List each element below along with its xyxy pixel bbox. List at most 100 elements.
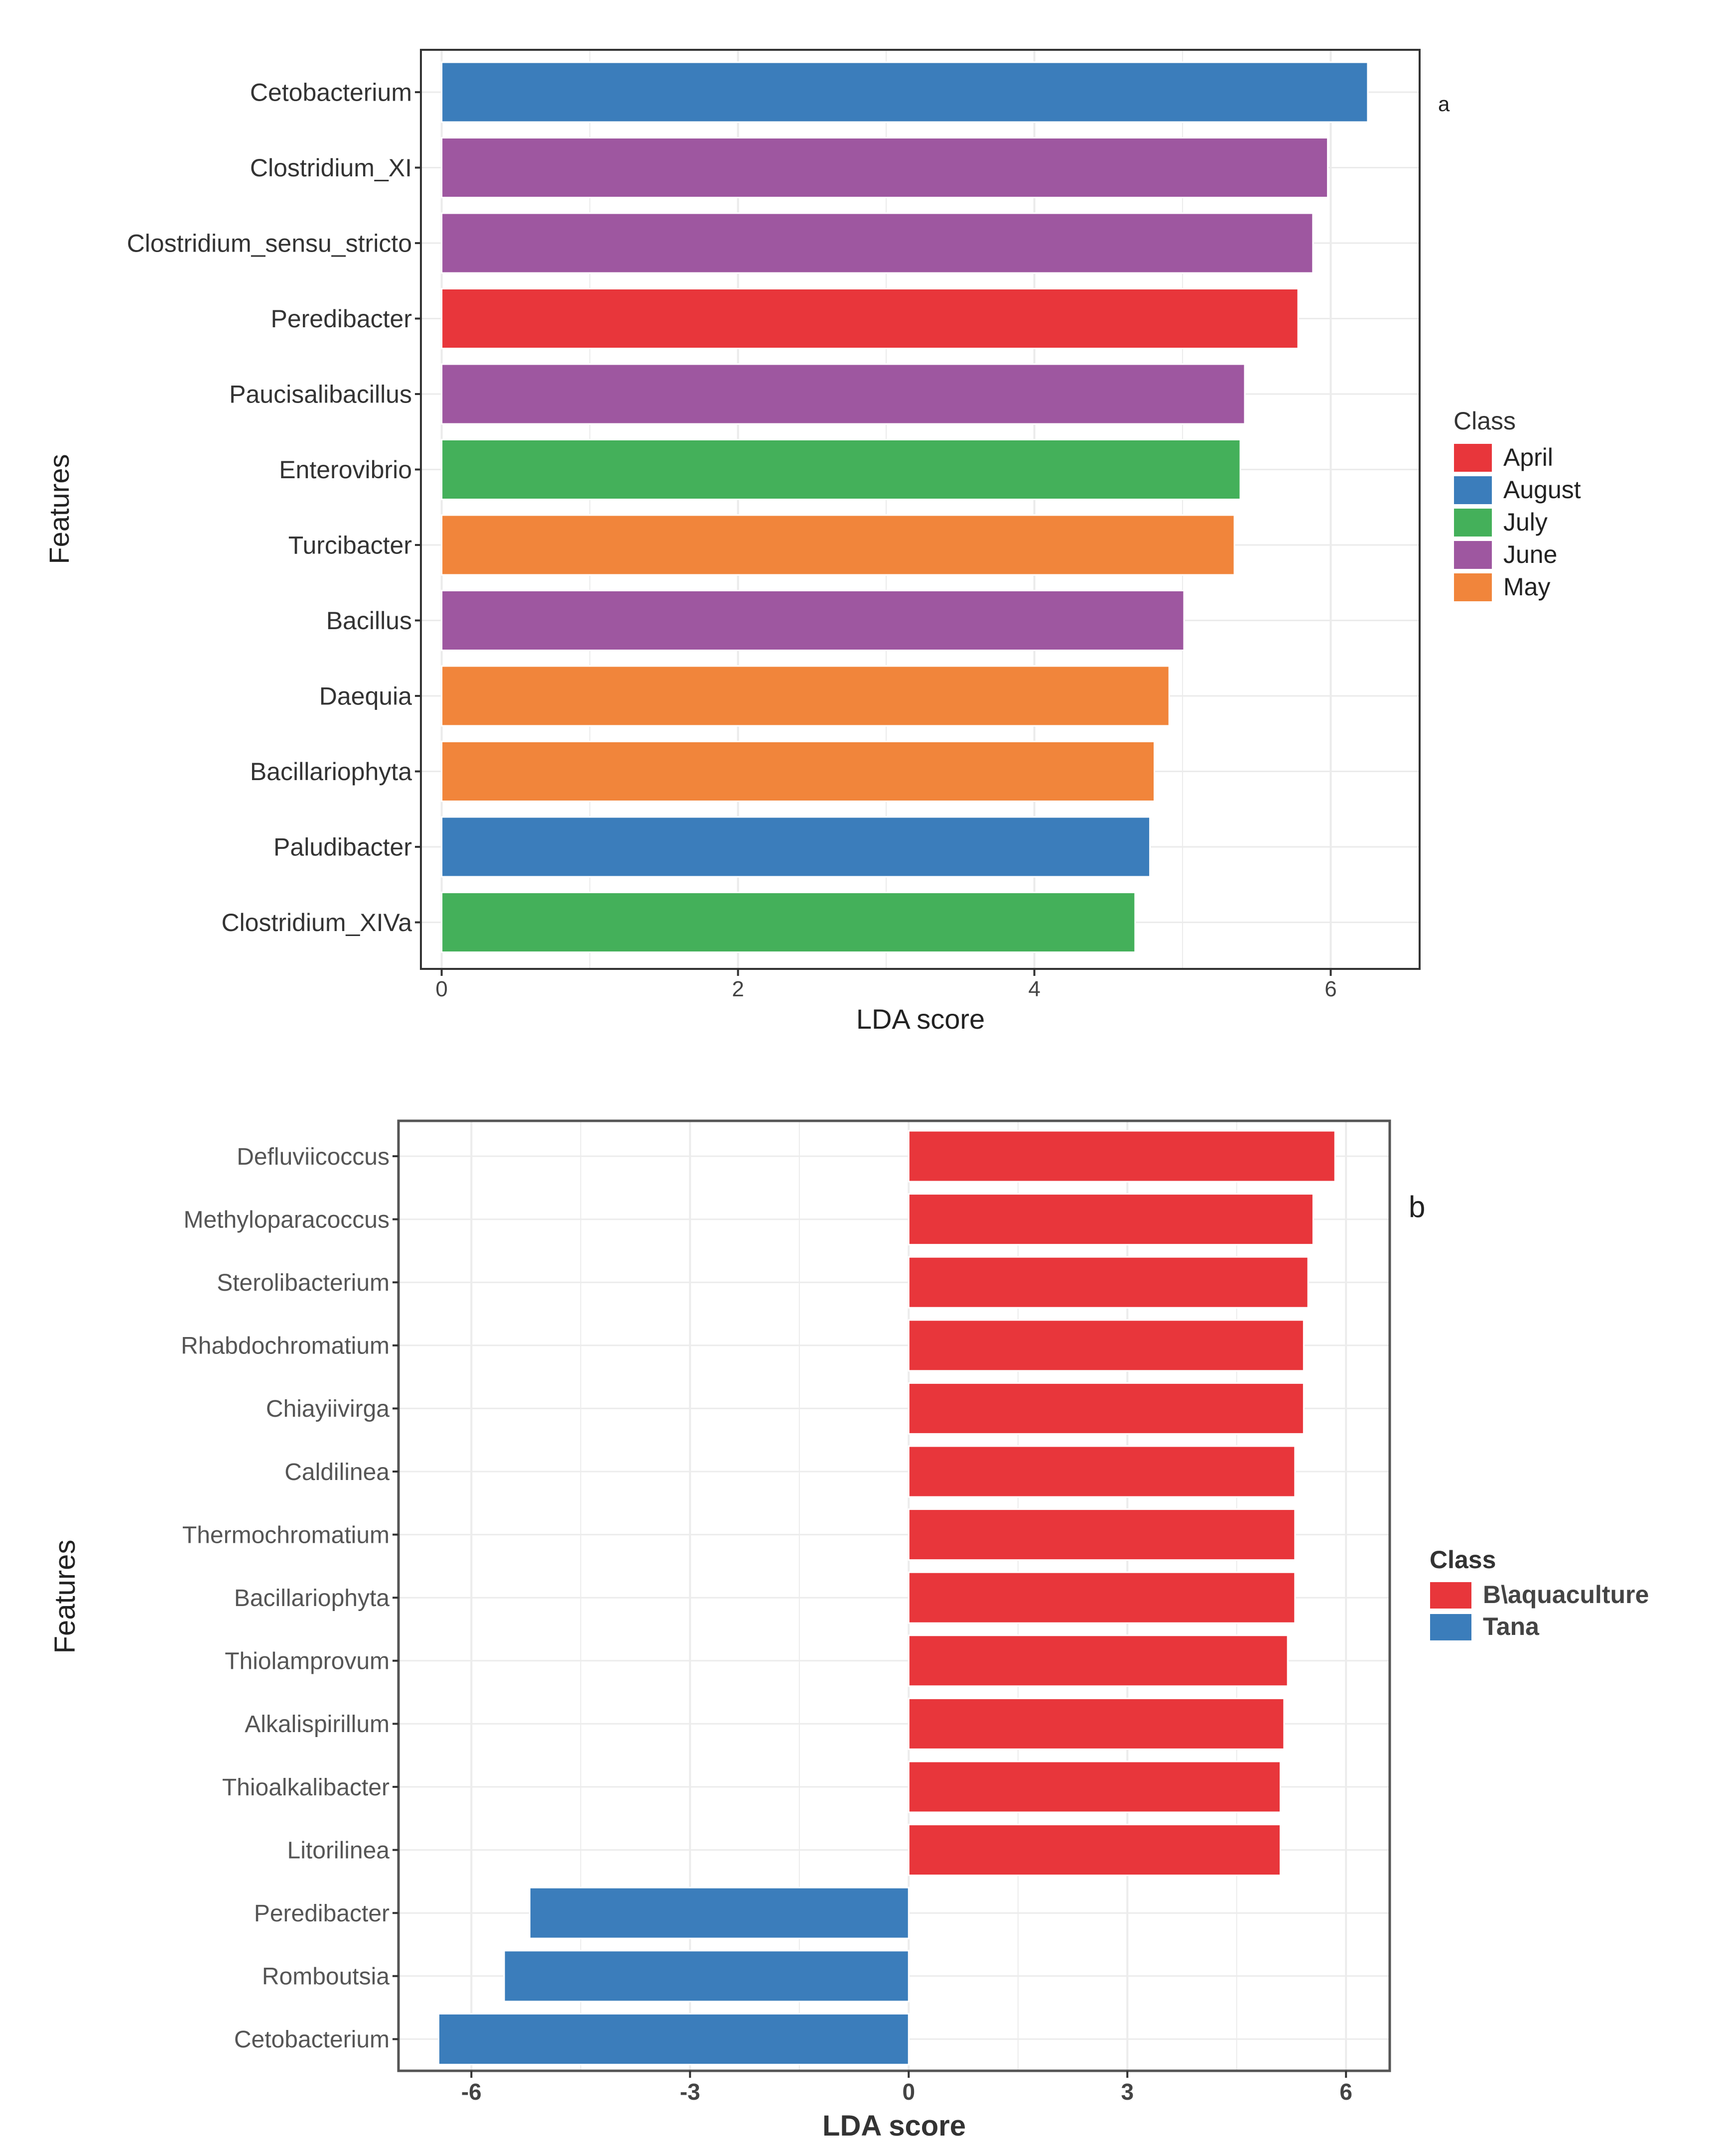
panel-a-legend-label-may: May [1503,573,1550,601]
panel-b-feature-label-rhabdochromatium: Rhabdochromatium [181,1333,390,1359]
panel-a-xtick-label-2: 2 [732,977,744,1001]
panel-b-feature-label-sterolibacterium: Sterolibacterium [217,1270,390,1296]
panel-a-xtick-label-6: 6 [1324,977,1336,1001]
panel-a-xtick-label-4: 4 [1028,977,1040,1001]
panel-a-legend-label-july: July [1503,508,1548,536]
panel-b-legend-label-b-aquaculture: B\aquaculture [1483,1581,1649,1609]
panel-b-bars [437,1130,1336,2065]
panel-b-feature-label-thermochromatium: Thermochromatium [182,1522,390,1548]
panel-b-legend-label-tana: Tana [1483,1613,1540,1640]
panel-a-xtick-label-0: 0 [435,977,447,1001]
panel-a-feature-label-enterovibrio: Enterovibrio [279,456,412,484]
panel-a-bar-paucisalibacillus [441,363,1246,425]
panel-b-xtick-label-6: 6 [1339,2079,1352,2105]
panel-a-label: a [1438,92,1450,116]
panel-b-y-axis-title: Features [49,1540,81,1654]
chart-panel-b: Defluviicoccus Methyloparacoccus Steroliba… [49,1119,1649,2142]
panel-b-bar-sterolibacterium [908,1256,1309,1309]
panel-b-x-tick-labels: -6 -3 0 3 6 [461,2079,1352,2105]
panel-b-legend-title: Class [1430,1546,1496,1574]
panel-a-x-axis-title: LDA score [856,1003,985,1035]
panel-a-feature-label-turcibacter: Turcibacter [288,532,412,559]
panel-b-bar-cetobacterium [437,2013,910,2065]
panel-a-feature-label-clostridium-xiva: Clostridium_XIVa [221,909,412,937]
panel-b-feature-label-cetobacterium: Cetobacterium [234,2026,390,2053]
panel-b-feature-label-thioalkalibacter: Thioalkalibacter [222,1774,390,1801]
panel-b-feature-label-romboutsia: Romboutsia [262,1964,390,1990]
panel-a-bars [441,61,1369,953]
panel-b-bar-litorilinea [908,1824,1282,1877]
chart-panel-a: Cetobacterium Clostridium_XI Clostridium_s… [43,49,1581,1035]
panel-b-xtick-label-3: -3 [680,2079,700,2105]
panel-a-feature-label-daequia: Daequia [319,682,412,710]
panel-b-feature-labels: Defluviicoccus Methyloparacoccus Steroliba… [181,1144,390,2053]
panel-a-feature-label-peredibacter: Peredibacter [271,305,412,333]
panel-a-bar-daequia [441,665,1170,727]
panel-b-x-axis-title: LDA score [822,2110,966,2142]
panel-a-y-axis-title: Features [43,454,75,564]
panel-a-feature-label-paucisalibacillus: Paucisalibacillus [229,381,412,408]
panel-a-feature-labels: Cetobacterium Clostridium_XI Clostridium_s… [127,79,412,937]
panel-b-bar-bacillariophyta [908,1571,1296,1624]
panel-b-bar-thioalkalibacter [908,1760,1282,1813]
panel-b-label: b [1409,1190,1425,1223]
panel-a-legend-label-august: August [1503,476,1581,504]
panel-a-bar-bacillus [441,590,1185,651]
panel-b-legend-swatch-tana [1429,1613,1472,1641]
panel-a-feature-label-paludibacter: Paludibacter [273,833,412,861]
panel-b-xtick-label-0: 0 [902,2079,915,2105]
panel-b-bar-thiolamprovum [908,1634,1289,1687]
panel-a-bar-clostridium-sensu-stricto [441,212,1314,274]
panel-b-bar-thermochromatium [908,1508,1296,1561]
panel-a-feature-label-clostridium-sensu-stricto: Clostridium_sensu_stricto [127,230,412,258]
panel-a-legend: Class April August July June May [1453,407,1581,602]
panel-b-feature-label-bacillariophyta: Bacillariophyta [234,1585,390,1612]
panel-b-bar-methyloparacoccus [908,1193,1314,1246]
panel-a-legend-swatch-july [1453,508,1493,538]
panel-a-x-tick-labels: 0 2 4 6 [435,977,1336,1001]
panel-b-bar-caldilinea [908,1445,1296,1498]
panel-b-bar-defluviicoccus [908,1130,1336,1183]
panel-b-feature-label-chiayiivirga: Chiayiivirga [266,1396,390,1422]
panel-b-legend: Class B\aquaculture Tana [1429,1546,1649,1641]
panel-b-plot-border [397,1119,1391,2072]
panel-a-plot-border [420,49,1421,970]
panel-a-legend-title: Class [1453,407,1516,435]
panel-a-feature-label-bacillariophyta: Bacillariophyta [250,758,412,786]
panel-b-bar-rhabdochromatium [908,1319,1305,1372]
panel-a-bar-clostridium-xi [441,137,1329,198]
panel-b-feature-label-alkalispirillum: Alkalispirillum [245,1711,390,1738]
panel-a-bar-peredibacter [441,288,1299,349]
panel-a-feature-label-bacillus: Bacillus [326,607,412,635]
panel-a-bar-clostridium-xiva [441,892,1136,953]
panel-a-ticks [415,91,1332,976]
panel-a-legend-label-june: June [1503,540,1557,568]
panel-b-bar-alkalispirillum [908,1697,1285,1750]
panel-a-bar-enterovibrio [441,439,1241,500]
panel-b-bar-chiayiivirga [908,1382,1305,1435]
panel-a-bar-cetobacterium [441,61,1369,123]
panel-b-feature-label-methyloparacoccus: Methyloparacoccus [183,1207,390,1233]
panel-b-feature-label-peredibacter: Peredibacter [254,1900,390,1927]
panel-b-ticks [393,1155,1347,2078]
panel-a-feature-label-cetobacterium: Cetobacterium [250,79,412,107]
panel-a-legend-swatch-june [1453,540,1493,570]
panel-b-xtick-label-3: 3 [1121,2079,1134,2105]
panel-b-bar-romboutsia [503,1950,910,2003]
panel-a-bar-bacillariophyta [441,741,1156,802]
panel-b-bar-peredibacter [528,1886,910,1939]
panel-b-legend-swatch-b-aquaculture [1429,1581,1472,1610]
panel-b-feature-label-caldilinea: Caldilinea [284,1459,390,1485]
panel-a-legend-swatch-august [1453,475,1493,505]
panel-b-xtick-label-6: -6 [461,2079,482,2105]
panel-b-feature-label-litorilinea: Litorilinea [287,1837,390,1864]
panel-b-feature-label-defluviicoccus: Defluviicoccus [237,1144,390,1170]
panel-a-legend-swatch-april [1453,443,1493,473]
panel-b-feature-label-thiolamprovum: Thiolamprovum [225,1648,390,1675]
panel-a-bar-paludibacter [441,816,1151,878]
panel-a-feature-label-clostridium-xi: Clostridium_XI [250,154,412,182]
panel-a-bar-turcibacter [441,514,1235,576]
panel-a-legend-swatch-may [1453,572,1493,602]
